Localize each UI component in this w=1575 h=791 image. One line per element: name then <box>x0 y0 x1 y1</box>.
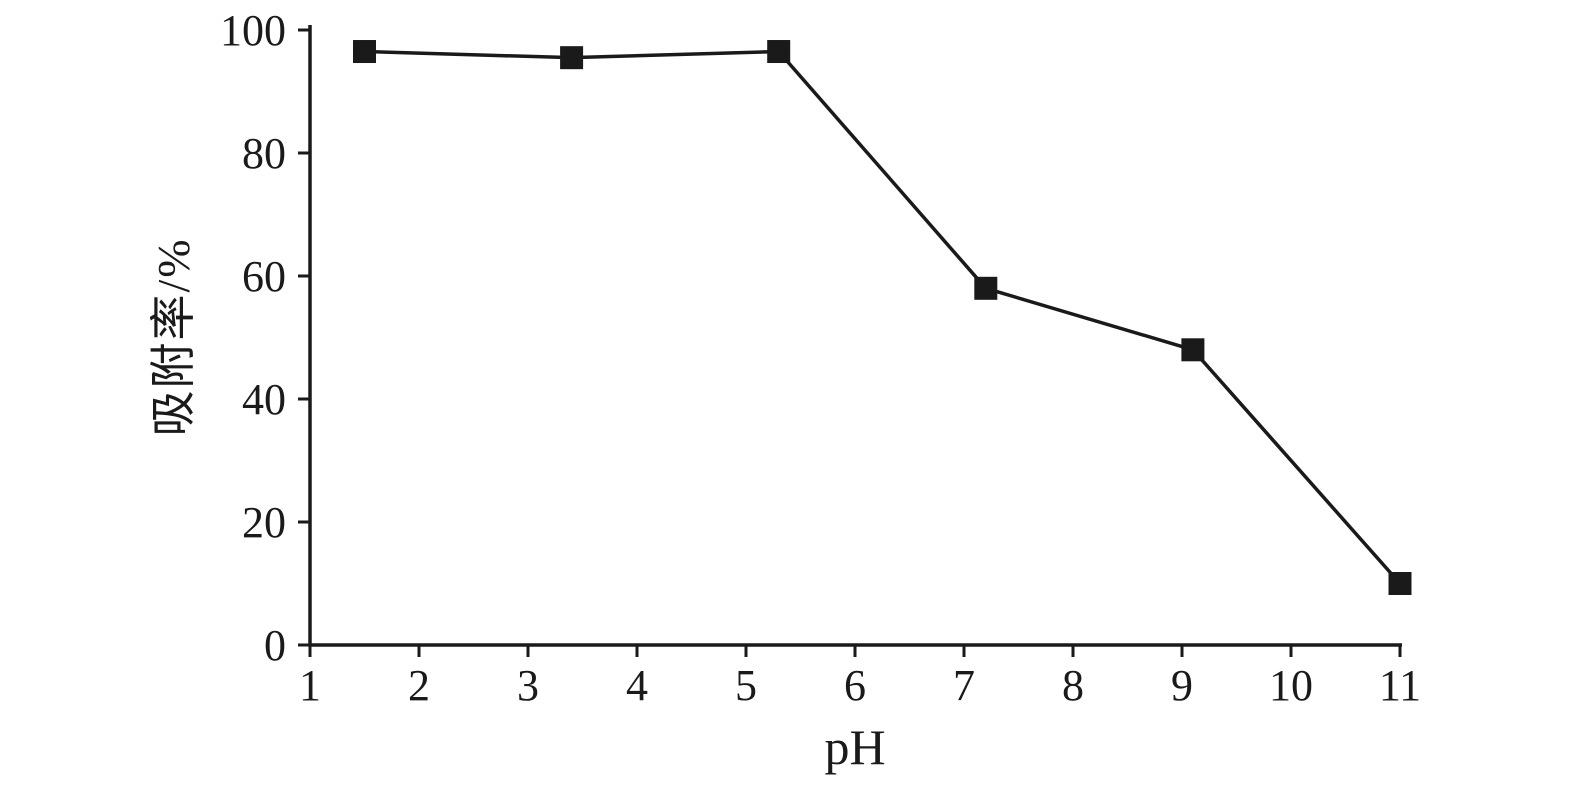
data-line <box>364 49 1402 585</box>
y-tick-label: 40 <box>242 375 286 424</box>
data-point-marker <box>353 40 376 64</box>
x-tick-label: 7 <box>953 661 975 710</box>
x-tick-label: 10 <box>1269 661 1313 710</box>
x-tick-label: 1 <box>299 661 321 710</box>
x-tick-label: 3 <box>517 661 539 710</box>
data-point-marker <box>1181 338 1205 362</box>
x-tick-label: 11 <box>1379 661 1421 710</box>
y-axis-label: 吸附率/% <box>148 237 199 437</box>
x-tick-label: 2 <box>408 661 430 710</box>
y-tick-label: 80 <box>242 129 286 178</box>
data-point-marker <box>974 276 998 300</box>
y-tick-label: 60 <box>242 252 286 301</box>
x-tick-label: 4 <box>626 661 648 710</box>
x-tick-label: 9 <box>1171 661 1193 710</box>
x-tick-label: 5 <box>735 661 757 710</box>
data-point-marker <box>560 46 584 70</box>
data-point-marker <box>767 40 791 64</box>
y-tick-label: 100 <box>220 6 286 55</box>
data-point-marker <box>1388 572 1412 595</box>
y-tick-label: 20 <box>242 498 286 547</box>
x-tick-label: 8 <box>1062 661 1084 710</box>
x-axis-label: pH <box>824 719 886 775</box>
x-tick-label: 6 <box>844 661 866 710</box>
y-tick-label: 0 <box>264 621 286 670</box>
